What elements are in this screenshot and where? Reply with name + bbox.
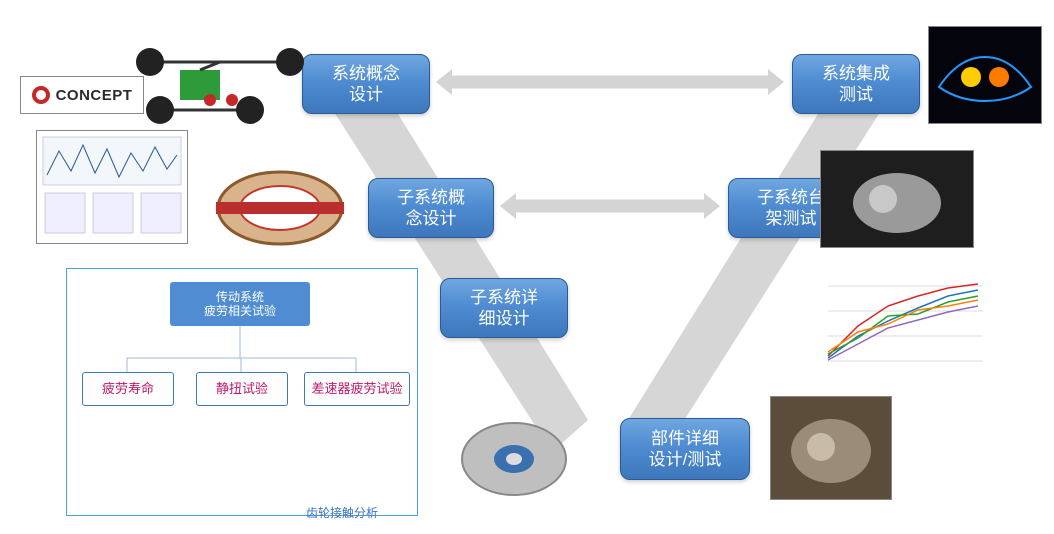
org-child-diff-fatigue: 差速器疲劳试验 bbox=[304, 372, 410, 406]
org-child-fatigue-life: 疲劳寿命 bbox=[82, 372, 174, 406]
node-component-detail-test: 部件详细设计/测试 bbox=[620, 418, 750, 480]
v-model-diagram: { "nodes": { "systemConcept": {"x":302,"… bbox=[0, 0, 1054, 534]
transmission-photo bbox=[770, 396, 892, 500]
gear-contact-caption: 齿轮接触分析 bbox=[306, 504, 378, 521]
org-child-static-torsion: 静扭试验 bbox=[196, 372, 288, 406]
dashboard-software-image bbox=[36, 130, 188, 244]
node-system-concept: 系统概念设计 bbox=[302, 54, 430, 114]
node-subsystem-concept: 子系统概念设计 bbox=[368, 178, 494, 238]
concept-logo-icon bbox=[32, 86, 50, 104]
gearbox-photo bbox=[820, 150, 974, 248]
motor-cutaway-image bbox=[196, 152, 364, 264]
car-thermal-image bbox=[928, 26, 1042, 124]
line-chart-image bbox=[818, 266, 988, 366]
org-header: 传动系统疲劳相关试验 bbox=[170, 282, 310, 326]
node-system-integration-test: 系统集成测试 bbox=[792, 54, 920, 114]
node-subsystem-detail: 子系统详细设计 bbox=[440, 278, 568, 338]
driveline-3d-image bbox=[120, 22, 310, 127]
gear-render-image bbox=[424, 414, 604, 504]
